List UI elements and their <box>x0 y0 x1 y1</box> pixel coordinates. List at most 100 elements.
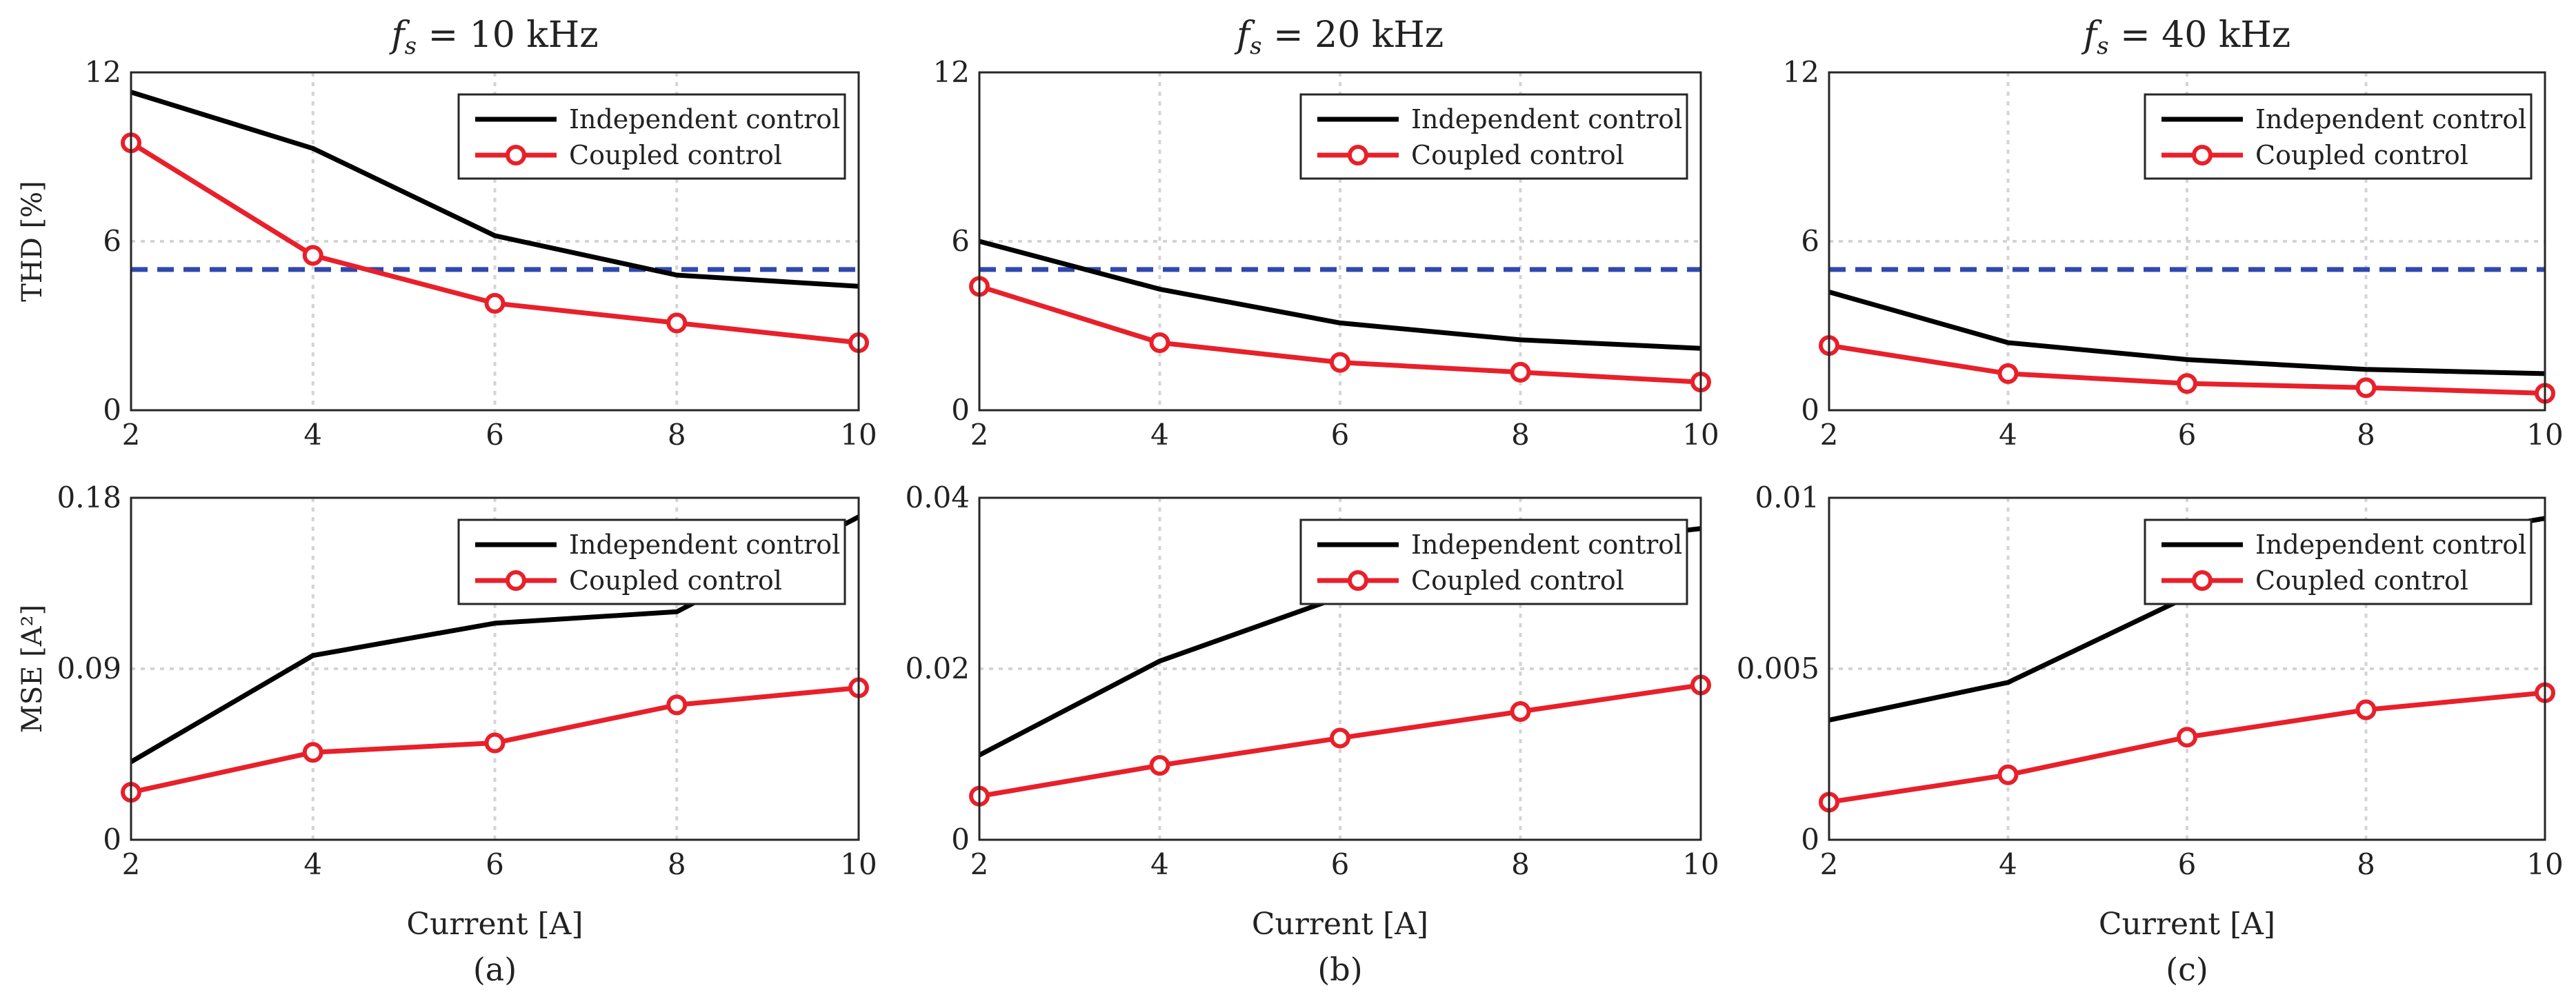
y-axis-label: THD [%] <box>17 181 48 302</box>
legend-box <box>457 518 846 605</box>
x-tick-label: 6 <box>2178 418 2197 452</box>
axes-frame-r1c1 <box>978 496 1702 841</box>
y-tick-label: 0.01 <box>1755 481 1819 514</box>
coupled-marker-r1c2-3 <box>2355 699 2377 720</box>
x-tick-label: 10 <box>840 418 877 452</box>
legend-box <box>2144 518 2533 605</box>
subfigure-caption: (b) <box>1317 951 1362 988</box>
coupled-marker-r0c0-1 <box>302 245 323 266</box>
x-tick-label: 4 <box>1999 847 2017 881</box>
independent-line-r0c0 <box>130 90 859 289</box>
legend-independent-label: Independent control <box>569 530 840 560</box>
legend-coupled-label: Coupled control <box>1411 565 1624 596</box>
axes-frame-r0c2 <box>1828 71 2546 412</box>
x-tick-label: 2 <box>122 418 141 452</box>
independent-line-r0c2 <box>1828 290 2546 376</box>
legend-coupled-label: Coupled control <box>2255 565 2468 596</box>
x-tick-label: 4 <box>1150 418 1169 452</box>
x-tick-label: 2 <box>122 847 141 881</box>
x-tick-label: 6 <box>486 847 504 881</box>
x-tick-label: 4 <box>1999 418 2017 452</box>
y-tick-label: 0 <box>103 393 121 427</box>
coupled-marker-r1c0-1 <box>302 742 323 763</box>
y-tick-label: 6 <box>103 224 121 258</box>
y-tick-label: 0 <box>951 823 970 856</box>
coupled-marker-r0c2-3 <box>2355 377 2377 399</box>
legend-coupled-marker <box>2192 145 2213 165</box>
axes-frame-r0c0 <box>130 71 860 412</box>
y-tick-label: 6 <box>951 224 970 258</box>
coupled-marker-r0c1-2 <box>1330 352 1350 373</box>
x-tick-label: 8 <box>668 847 686 881</box>
legend-independent-label: Independent control <box>1411 530 1682 560</box>
coupled-marker-r0c2-1 <box>1997 363 2019 384</box>
subfigure-caption: (c) <box>2166 951 2208 988</box>
x-tick-label: 6 <box>1331 418 1350 452</box>
x-tick-label: 6 <box>486 418 504 452</box>
coupled-marker-r1c2-2 <box>2177 727 2197 748</box>
legend-coupled-label: Coupled control <box>1411 140 1624 170</box>
x-tick-label: 2 <box>1820 847 1839 881</box>
y-tick-label: 0.02 <box>905 652 970 685</box>
x-tick-label: 10 <box>840 847 877 881</box>
coupled-marker-r0c1-1 <box>1149 332 1170 353</box>
x-axis-label: Current [A] <box>1252 907 1428 942</box>
x-axis-label: Current [A] <box>406 907 583 942</box>
axes-frame-r1c0 <box>130 496 860 841</box>
y-tick-label: 0.04 <box>905 481 970 514</box>
x-axis-label: Current [A] <box>2099 907 2275 942</box>
x-tick-label: 10 <box>2526 418 2563 452</box>
x-tick-label: 6 <box>1331 847 1350 881</box>
x-tick-label: 10 <box>1682 418 1719 452</box>
coupled-marker-r0c0-2 <box>484 292 506 314</box>
x-tick-label: 8 <box>1511 418 1530 452</box>
y-tick-label: 12 <box>933 55 970 89</box>
coupled-marker-r1c1-3 <box>1510 701 1531 722</box>
axes-frame-r1c2 <box>1828 496 2546 841</box>
legend-independent-label: Independent control <box>2255 530 2526 560</box>
x-tick-label: 4 <box>1150 847 1169 881</box>
y-tick-label: 12 <box>85 55 121 89</box>
x-tick-label: 2 <box>1820 418 1839 452</box>
legend-coupled-marker <box>1348 145 1368 165</box>
x-tick-label: 10 <box>2526 847 2563 881</box>
legend-box <box>457 93 846 180</box>
y-tick-label: 0.09 <box>57 652 121 685</box>
coupled-marker-r0c1-3 <box>1510 361 1531 383</box>
coupled-marker-r0c2-2 <box>2177 373 2197 394</box>
y-tick-label: 0.005 <box>1737 652 1819 685</box>
x-tick-label: 6 <box>2178 847 2197 881</box>
x-tick-label: 8 <box>2357 847 2375 881</box>
x-tick-label: 8 <box>2357 418 2375 452</box>
independent-line-r0c1 <box>979 239 1701 351</box>
x-tick-label: 2 <box>970 418 989 452</box>
y-tick-label: 0 <box>1801 393 1819 427</box>
subfigure-caption: (a) <box>473 951 517 988</box>
legend-box <box>1299 93 1688 180</box>
legend-coupled-marker <box>506 145 526 165</box>
legend-coupled-label: Coupled control <box>2255 140 2468 170</box>
x-tick-label: 4 <box>303 418 322 452</box>
coupled-marker-r0c0-3 <box>666 312 688 334</box>
y-tick-label: 0 <box>1801 823 1819 856</box>
axes-frame-r0c1 <box>978 71 1702 412</box>
x-tick-label: 4 <box>303 847 322 881</box>
x-tick-label: 8 <box>668 418 686 452</box>
y-tick-label: 0.18 <box>57 481 121 514</box>
y-tick-label: 12 <box>1783 55 1819 89</box>
x-tick-label: 2 <box>970 847 989 881</box>
column-title: fs = 20 kHz <box>1234 14 1444 60</box>
column-title: fs = 40 kHz <box>2081 14 2290 60</box>
y-tick-label: 6 <box>1801 224 1819 258</box>
coupled-marker-r1c1-2 <box>1330 727 1350 749</box>
coupled-marker-r1c1-1 <box>1149 755 1170 776</box>
column-title: fs = 10 kHz <box>388 14 598 60</box>
legend-coupled-label: Coupled control <box>569 565 782 596</box>
legend-box <box>1299 518 1688 605</box>
legend-independent-label: Independent control <box>1411 104 1682 134</box>
x-tick-label: 10 <box>1682 847 1719 881</box>
legend-coupled-marker <box>1348 570 1368 591</box>
legend-box <box>2144 93 2533 180</box>
coupled-marker-r1c0-2 <box>484 732 506 754</box>
